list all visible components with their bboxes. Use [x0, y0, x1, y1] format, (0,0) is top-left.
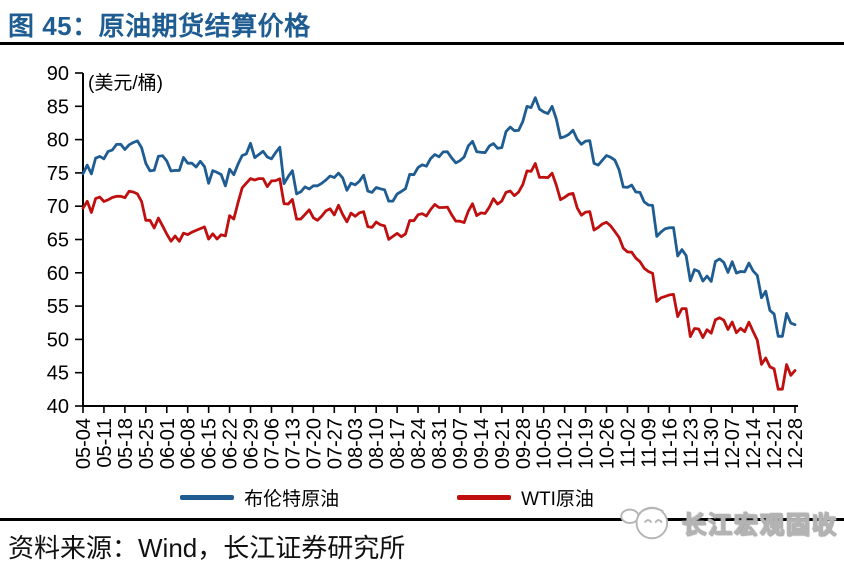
svg-text:11-16: 11-16: [659, 418, 681, 468]
svg-text:07-13: 07-13: [282, 418, 304, 469]
svg-text:08-03: 08-03: [345, 418, 367, 469]
axis-unit-label: (美元/桶): [88, 73, 163, 94]
svg-text:11-23: 11-23: [680, 418, 702, 468]
chart-legend: 布伦特原油 WTI原油: [0, 484, 844, 510]
svg-text:85: 85: [47, 96, 69, 118]
brent-line-swatch-icon: [180, 494, 235, 500]
svg-text:09-14: 09-14: [471, 418, 493, 469]
legend-item-wti: WTI原油: [457, 484, 594, 511]
svg-text:40: 40: [47, 396, 69, 418]
svg-text:08-24: 08-24: [408, 418, 430, 469]
svg-text:11-30: 11-30: [701, 418, 723, 468]
chart-canvas: 40 45 50 55 60 65 70 75 80 85 90 05-0405-1105-1805-…: [47, 63, 807, 469]
svg-text:50: 50: [47, 329, 69, 351]
svg-text:08-31: 08-31: [429, 418, 451, 469]
legend-label-brent: 布伦特原油: [244, 488, 340, 510]
source-note: 资料来源：Wind，长江证券研究所: [8, 533, 406, 563]
chart: (美元/桶) 40 45 50 55 60 65 70 75 80 85 90 05-04 05-11 0…: [0, 60, 844, 490]
svg-text:06-08: 06-08: [178, 418, 200, 469]
svg-text:05-04: 05-04: [73, 418, 95, 469]
watermark-logo-icon: [620, 506, 669, 540]
legend-label-wti: WTI原油: [521, 488, 594, 510]
svg-text:07-20: 07-20: [303, 418, 325, 469]
svg-text:09-21: 09-21: [492, 418, 514, 469]
svg-text:12-14: 12-14: [743, 418, 765, 469]
svg-text:10-05: 10-05: [534, 418, 556, 469]
svg-text:06-01: 06-01: [157, 418, 179, 469]
svg-text:08-10: 08-10: [366, 418, 388, 469]
title-divider: [0, 42, 844, 45]
svg-text:05-25: 05-25: [136, 418, 158, 469]
svg-text:10-26: 10-26: [597, 418, 619, 469]
svg-text:80: 80: [47, 130, 69, 152]
svg-text:08-17: 08-17: [387, 418, 409, 469]
svg-text:05-18: 05-18: [115, 418, 137, 469]
svg-text:90: 90: [47, 63, 69, 85]
figure-title: 图 45：原油期货结算价格: [8, 11, 311, 41]
svg-text:55: 55: [47, 296, 69, 318]
svg-text:06-15: 06-15: [199, 418, 221, 469]
wti-line-swatch-icon: [457, 494, 512, 500]
svg-text:09-28: 09-28: [513, 418, 535, 469]
svg-text:65: 65: [47, 230, 69, 252]
watermark: 长江宏观固收: [620, 500, 838, 544]
svg-text:10-19: 10-19: [576, 418, 598, 469]
svg-text:07-27: 07-27: [324, 418, 346, 469]
svg-text:75: 75: [47, 163, 69, 185]
svg-text:07-06: 07-06: [261, 418, 283, 469]
svg-text:11-09: 11-09: [638, 418, 660, 468]
svg-text:11-02: 11-02: [617, 418, 639, 468]
svg-text:09-07: 09-07: [450, 418, 472, 469]
svg-text:05-11: 05-11: [94, 418, 116, 468]
svg-text:60: 60: [47, 263, 69, 285]
svg-text:06-22: 06-22: [220, 418, 242, 469]
svg-text:10-12: 10-12: [555, 418, 577, 469]
svg-text:12-07: 12-07: [722, 418, 744, 469]
svg-text:12-28: 12-28: [785, 418, 807, 469]
svg-text:70: 70: [47, 196, 69, 218]
svg-text:45: 45: [47, 363, 69, 385]
svg-text:06-29: 06-29: [241, 418, 263, 469]
watermark-text: 长江宏观固收: [681, 511, 838, 539]
svg-text:12-21: 12-21: [764, 418, 786, 469]
legend-item-brent: 布伦特原油: [180, 484, 339, 511]
footer-divider: [0, 518, 844, 521]
